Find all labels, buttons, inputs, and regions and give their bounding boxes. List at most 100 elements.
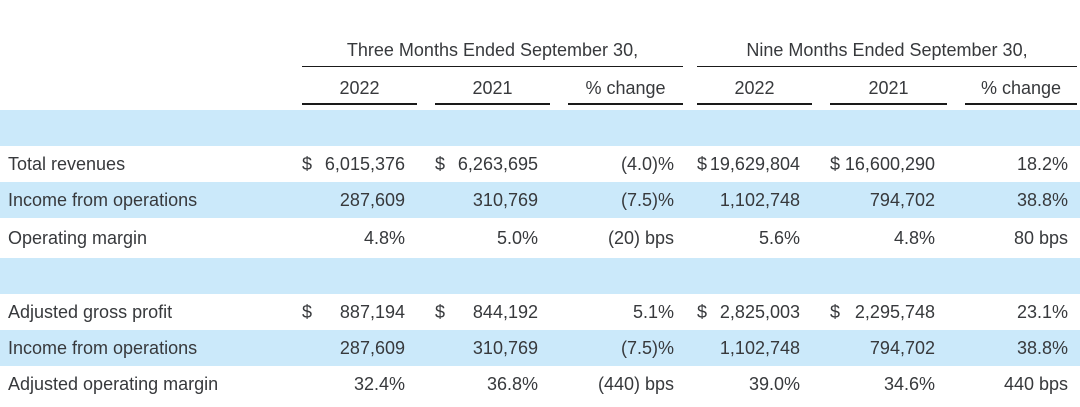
value-cell: 4.8% [302,228,417,249]
col-header-label: % change [585,78,666,98]
cell-value: 287,609 [339,189,405,210]
value-cell: 794,702 [830,338,947,359]
row-label: Income from operations [8,189,198,210]
cell-value: 310,769 [472,189,538,210]
dollar-sign: $ [302,153,313,174]
cell-value: 39.0% [748,373,800,394]
cell-value: (7.5)% [620,189,674,210]
cell-value: (4.0)% [620,153,674,174]
value-cell: 1,102,748 [697,190,812,211]
cell-value: 32.4% [353,373,405,394]
group-header-nine-months: Nine Months Ended September 30, [697,38,1077,67]
pct-change-cell: (7.5)% [568,190,683,211]
group-header-three-months: Three Months Ended September 30, [302,38,683,67]
dollar-sign: $ [830,153,841,174]
value-cell: $2,295,748 [830,302,947,323]
col-header-label: % change [980,78,1062,98]
value-cell: $16,600,290 [830,154,947,175]
spacer-row [0,110,1080,146]
col-header-label: 2022 [734,78,775,98]
pct-change-cell: 18.2% [965,154,1077,175]
pct-change-cell: (440) bps [568,374,683,395]
row-label: Total revenues [8,153,126,174]
dollar-sign: $ [435,153,446,174]
col-header-3m-2022: 2022 [302,75,417,105]
col-header-label: 2021 [472,78,513,98]
cell-value: (440) bps [597,373,674,394]
value-cell: 310,769 [435,338,550,359]
cell-value: 2,825,003 [719,301,800,322]
value-cell: 36.8% [435,374,550,395]
col-header-3m-2021: 2021 [435,75,550,105]
value-cell: $844,192 [435,302,550,323]
cell-value: 887,194 [339,301,405,322]
table-row: Adjusted operating margin 32.4% 36.8% (440)… [0,366,1080,402]
cell-value: 38.8% [1016,189,1068,210]
row-label: Income from operations [8,337,198,358]
table-row: Income from operations 287,609 310,769 (7.5… [0,182,1080,218]
value-cell: 4.8% [830,228,947,249]
cell-value: 5.0% [496,227,538,248]
cell-value: 16,600,290 [844,153,935,174]
cell-value: 4.8% [363,227,405,248]
pct-change-cell: 5.1% [568,302,683,323]
cell-value: 310,769 [472,337,538,358]
cell-value: 844,192 [472,301,538,322]
dollar-sign: $ [830,301,841,322]
cell-value: 287,609 [339,337,405,358]
pct-change-cell: 23.1% [965,302,1077,323]
value-cell: 287,609 [302,190,417,211]
table-row: Operating margin 4.8% 5.0% (20) bps 5.6% 4.8%… [0,218,1080,258]
cell-value: 4.8% [893,227,935,248]
table-body: Total revenues $6,015,376 $6,263,695 (4.0)%… [0,110,1080,402]
col-header-9m-2022: 2022 [697,75,812,105]
value-cell: 287,609 [302,338,417,359]
col-header-9m-2021: 2021 [830,75,947,105]
dollar-sign: $ [302,301,313,322]
cell-value: 19,629,804 [709,153,800,174]
pct-change-cell: 80 bps [965,228,1077,249]
cell-value: 5.6% [758,227,800,248]
pct-change-cell: (20) bps [568,228,683,249]
value-cell: 32.4% [302,374,417,395]
value-cell: $6,015,376 [302,154,417,175]
value-cell: 1,102,748 [697,338,812,359]
table-row: Adjusted gross profit $887,194 $844,192 5.1… [0,294,1080,330]
cell-value: 36.8% [486,373,538,394]
cell-value: 2,295,748 [854,301,935,322]
value-cell: $2,825,003 [697,302,812,323]
table-row: Income from operations 287,609 310,769 (7.5… [0,330,1080,366]
group-header-label: Three Months Ended September 30, [346,40,639,60]
row-label: Operating margin [8,227,148,248]
cell-value: 18.2% [1016,153,1068,174]
cell-value: 80 bps [1013,227,1068,248]
pct-change-cell: (7.5)% [568,338,683,359]
row-label: Adjusted gross profit [8,301,173,322]
value-cell: 794,702 [830,190,947,211]
cell-value: 38.8% [1016,337,1068,358]
cell-value: 5.1% [632,301,674,322]
pct-change-cell: (4.0)% [568,154,683,175]
value-cell: 5.0% [435,228,550,249]
cell-value: 794,702 [869,337,935,358]
col-header-label: 2022 [339,78,380,98]
cell-value: 6,015,376 [324,153,405,174]
group-header-label: Nine Months Ended September 30, [746,40,1028,60]
cell-value: 34.6% [883,373,935,394]
dollar-sign: $ [697,301,708,322]
pct-change-cell: 38.8% [965,338,1077,359]
col-header-label: 2021 [868,78,909,98]
cell-value: 440 bps [1003,373,1068,394]
value-cell: $887,194 [302,302,417,323]
value-cell: 310,769 [435,190,550,211]
pct-change-cell: 38.8% [965,190,1077,211]
cell-value: (20) bps [607,227,674,248]
cell-value: (7.5)% [620,337,674,358]
pct-change-cell: 440 bps [965,374,1077,395]
cell-value: 1,102,748 [719,337,800,358]
table-header: Three Months Ended September 30, Nine Mo… [0,38,1080,105]
value-cell: 5.6% [697,228,812,249]
row-label: Adjusted operating margin [8,373,219,394]
value-cell: 39.0% [697,374,812,395]
